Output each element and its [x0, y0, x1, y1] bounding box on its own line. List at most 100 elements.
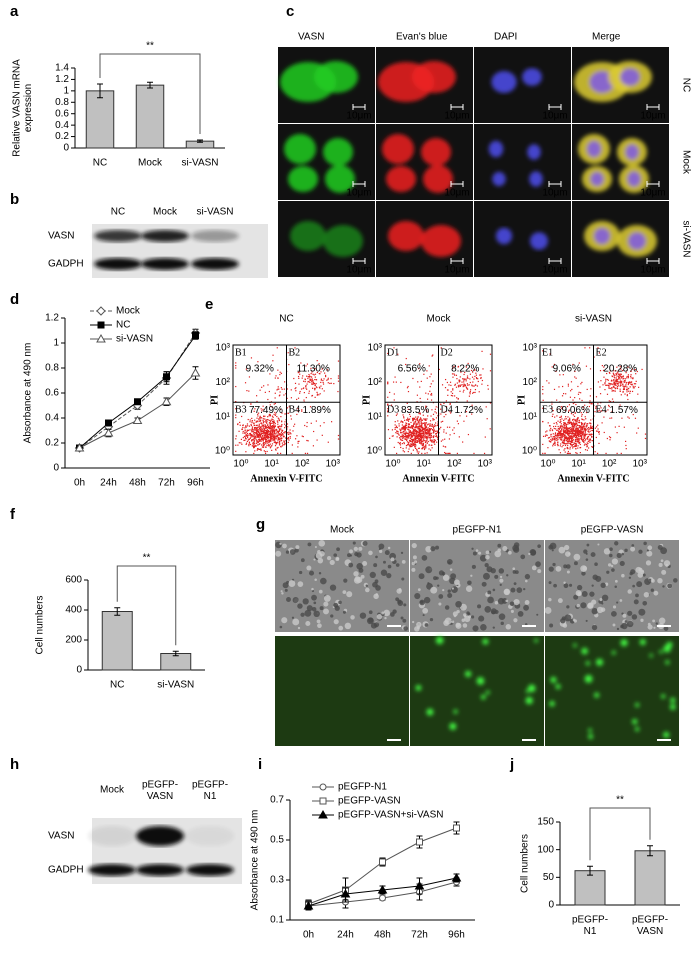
scale-bar: [450, 258, 464, 264]
event-dot: [431, 444, 433, 446]
cell: [378, 549, 383, 554]
cell: [414, 626, 420, 632]
event-dot: [559, 409, 561, 411]
event-dot: [565, 429, 567, 431]
blot-band: [88, 864, 136, 876]
event-dot: [281, 445, 283, 447]
event-dot: [563, 429, 565, 431]
event-dot: [546, 380, 548, 382]
event-dot: [612, 372, 614, 374]
event-dot: [417, 434, 419, 436]
y-tick-label: 0.8: [45, 363, 59, 374]
event-dot: [416, 418, 418, 420]
event-dot: [308, 390, 310, 392]
event-dot: [619, 404, 621, 406]
event-dot: [420, 438, 423, 440]
event-dot: [327, 441, 329, 443]
event-dot: [599, 370, 602, 372]
event-dot: [625, 444, 627, 447]
event-dot: [256, 433, 258, 435]
event-dot: [263, 443, 265, 446]
event-dot: [245, 443, 247, 445]
event-dot: [422, 436, 425, 438]
event-dot: [634, 368, 636, 371]
event-dot: [308, 375, 311, 378]
event-dot: [576, 431, 578, 434]
event-dot: [626, 394, 628, 396]
event-dot: [413, 433, 415, 436]
event-dot: [286, 397, 288, 399]
event-dot: [625, 385, 627, 387]
event-dot: [424, 429, 426, 431]
image-row-label: Mock: [680, 150, 691, 175]
event-dot: [407, 426, 410, 428]
event-dot: [579, 430, 581, 432]
event-dot: [259, 415, 261, 417]
event-dot: [253, 435, 255, 437]
event-dot: [273, 433, 275, 435]
event-dot: [611, 410, 613, 413]
event-dot: [459, 415, 461, 417]
event-dot: [423, 447, 425, 449]
marker: [377, 884, 388, 894]
event-dot: [557, 435, 559, 437]
event-dot: [583, 425, 585, 428]
cell: [478, 615, 485, 622]
event-dot: [559, 427, 561, 429]
event-dot: [433, 435, 435, 437]
event-dot: [417, 416, 419, 418]
event-dot: [546, 434, 548, 436]
event-dot: [406, 436, 408, 439]
event-dot: [301, 410, 303, 412]
event-dot: [310, 422, 312, 424]
event-dot: [268, 445, 271, 447]
event-dot: [320, 379, 322, 381]
event-dot: [290, 418, 293, 420]
event-dot: [278, 439, 281, 441]
event-dot: [278, 433, 280, 435]
event-dot: [267, 384, 269, 386]
cell: [485, 550, 490, 555]
event-dot: [290, 397, 293, 399]
cell: [292, 618, 300, 626]
event-dot: [412, 449, 414, 451]
event-dot: [411, 441, 413, 443]
cell: [594, 692, 600, 698]
event-dot: [576, 432, 578, 435]
cell: [510, 587, 516, 593]
event-dot: [558, 431, 560, 434]
cell: [476, 677, 485, 685]
event-dot: [402, 421, 404, 423]
event-dot: [277, 421, 279, 423]
cell: [599, 598, 603, 602]
event-dot: [418, 425, 421, 427]
event-dot: [318, 372, 320, 375]
scale-bar-label: 10μm: [346, 111, 371, 122]
event-dot: [419, 432, 421, 434]
event-dot: [586, 449, 588, 451]
event-dot: [282, 429, 284, 432]
event-dot: [435, 422, 437, 424]
event-dot: [266, 426, 268, 429]
cell: [498, 568, 505, 574]
event-dot: [633, 387, 635, 389]
event-dot: [246, 430, 249, 432]
event-dot: [310, 367, 312, 369]
event-dot: [282, 434, 284, 436]
cell: [657, 578, 663, 584]
event-dot: [597, 347, 599, 349]
blot-band: [141, 230, 189, 242]
event-dot: [280, 439, 283, 442]
cell: [320, 577, 327, 585]
event-dot: [613, 374, 615, 376]
cell: [624, 548, 628, 553]
event-dot: [586, 428, 589, 430]
event-dot: [275, 413, 277, 415]
event-dot: [259, 433, 262, 436]
cell: [362, 541, 368, 546]
event-dot: [316, 371, 318, 374]
cell: [550, 676, 557, 683]
event-dot: [277, 417, 279, 419]
cell: [279, 625, 283, 629]
event-dot: [417, 452, 419, 454]
